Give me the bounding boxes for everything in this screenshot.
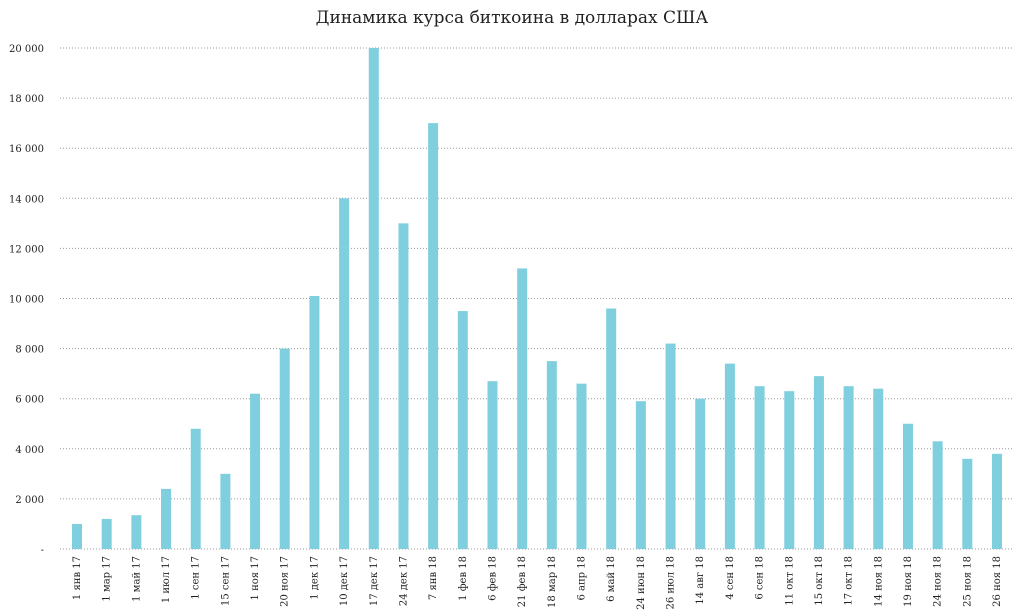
x-tick-label: 6 май 18 [606, 556, 617, 602]
x-tick-label: 20 ноя 17 [280, 556, 291, 607]
x-tick-label: 26 ноя 18 [992, 556, 1003, 607]
x-tick-label: 1 янв 17 [72, 556, 83, 600]
x-tick-label: 1 июл 17 [161, 556, 172, 603]
x-tick-label: 14 ноя 18 [873, 556, 884, 607]
bar [309, 295, 320, 549]
y-tick-label: 4 000 [15, 445, 44, 456]
bar [902, 423, 913, 549]
x-tick-label: 18 мар 18 [547, 556, 558, 608]
y-tick-label: 8 000 [15, 345, 44, 356]
y-tick-label: 20 000 [9, 44, 44, 55]
x-tick-label: 1 май 17 [131, 556, 142, 602]
bar [279, 348, 290, 549]
bar [724, 363, 735, 549]
bar [962, 458, 973, 549]
bar [843, 386, 854, 549]
bar [813, 376, 824, 549]
x-tick-label: 6 апр 18 [577, 556, 588, 600]
bar [992, 453, 1002, 549]
bar [873, 388, 884, 549]
bar [161, 488, 172, 549]
y-tick-label: 10 000 [9, 295, 44, 306]
x-tick-labels: 1 янв 17 1 мар 17 1 май 17 1 июл 17 1 сен 17… [72, 556, 1003, 610]
x-tick-label: 1 сен 17 [191, 556, 202, 600]
x-tick-label: 24 дек 17 [398, 556, 409, 606]
bar [517, 268, 528, 549]
x-tick-label: 1 дек 17 [309, 556, 320, 600]
chart-title: Динамика курса биткоина в долларах США [315, 8, 709, 28]
bar [72, 523, 82, 549]
x-tick-label: 15 окт 18 [814, 556, 825, 606]
bar [457, 311, 468, 549]
x-tick-label: 7 янв 18 [428, 556, 439, 600]
bar [635, 401, 646, 549]
bar [398, 223, 409, 549]
bar [695, 398, 706, 549]
x-tick-label: 14 авг 18 [695, 556, 706, 605]
bar [487, 381, 498, 549]
bar [190, 428, 201, 549]
y-tick-label: 12 000 [9, 244, 44, 255]
x-tick-label: 1 фев 18 [458, 556, 469, 601]
y-tick-labels: - 2 000 4 000 6 000 8 000 10 000 12 000 14 000 1… [9, 44, 44, 556]
x-tick-label: 26 июл 18 [666, 556, 677, 610]
y-tick-label: - [41, 545, 44, 556]
x-tick-label: 6 фев 18 [487, 556, 498, 601]
bars [72, 48, 1002, 550]
bar [339, 198, 350, 550]
x-tick-label: 11 окт 18 [784, 556, 795, 606]
bar [250, 393, 261, 549]
bar [606, 308, 617, 549]
x-tick-label: 10 дек 17 [339, 556, 350, 606]
x-tick-label: 24 ноя 18 [933, 556, 944, 607]
x-tick-label: 1 мар 17 [102, 556, 113, 602]
bar [784, 391, 795, 549]
x-tick-label: 24 июн 18 [636, 556, 647, 610]
y-tick-label: 14 000 [9, 194, 44, 205]
x-tick-label: 17 дек 17 [369, 556, 380, 606]
y-tick-label: 6 000 [15, 395, 44, 406]
x-tick-label: 19 ноя 18 [903, 556, 914, 607]
x-tick-label: 15 сен 17 [220, 556, 231, 606]
bar [428, 123, 439, 550]
x-tick-label: 6 сен 18 [755, 556, 766, 600]
bar [101, 518, 112, 549]
x-tick-label: 4 сен 18 [725, 556, 736, 600]
x-tick-label: 17 окт 18 [844, 556, 855, 606]
x-tick-label: 1 ноя 17 [250, 556, 261, 600]
y-tick-label: 16 000 [9, 144, 44, 155]
y-tick-label: 18 000 [9, 94, 44, 105]
x-tick-label: 25 ноя 18 [962, 556, 973, 607]
bar [576, 383, 587, 549]
bar [220, 473, 231, 549]
y-tick-label: 2 000 [15, 495, 44, 506]
x-tick-label: 21 фев 18 [517, 556, 528, 607]
bar [665, 343, 676, 549]
bar [754, 386, 765, 549]
bar [368, 48, 379, 549]
gridlines [60, 47, 1012, 550]
bar [546, 361, 557, 549]
bar [131, 515, 142, 549]
bar [932, 441, 943, 549]
